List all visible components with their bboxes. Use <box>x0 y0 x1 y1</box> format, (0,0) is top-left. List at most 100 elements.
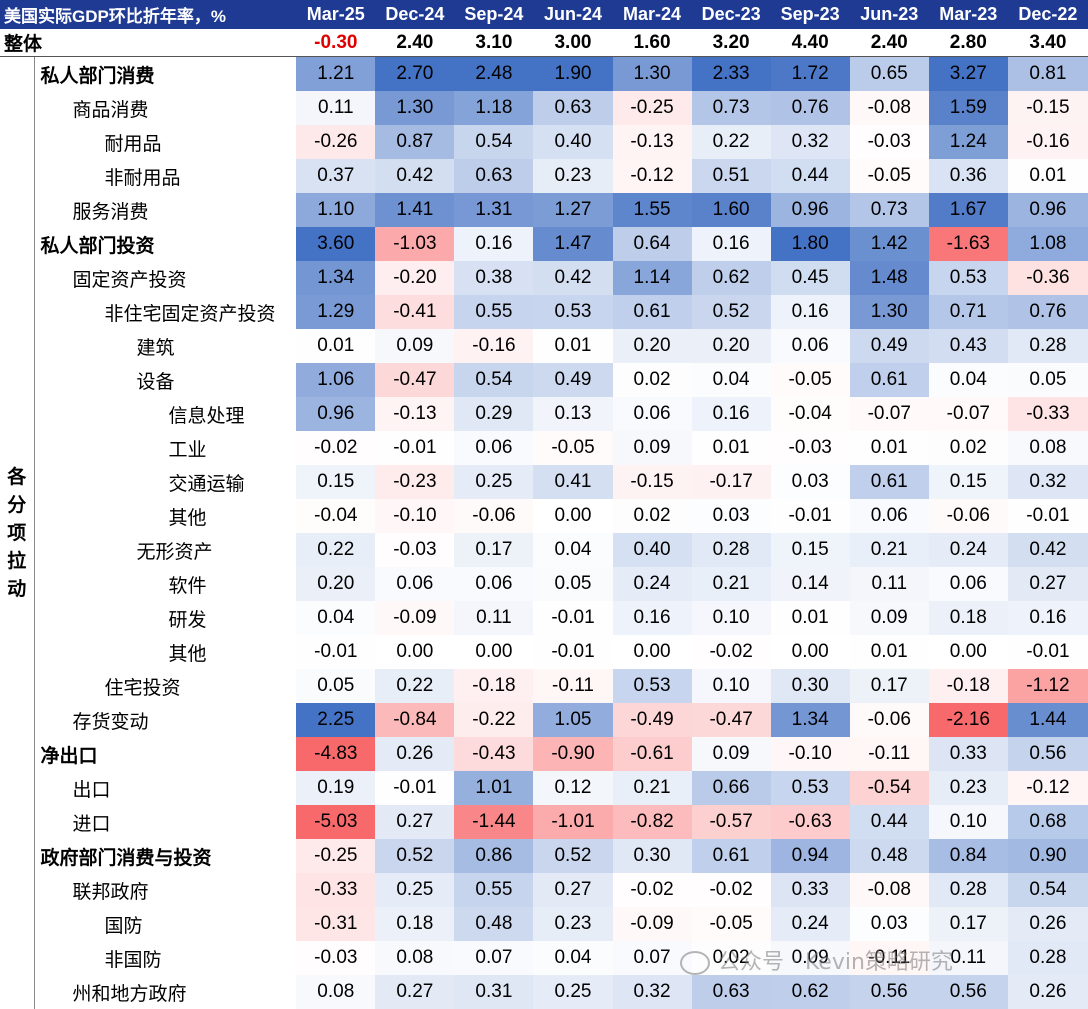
value-cell: -0.05 <box>771 363 850 397</box>
value-cell: 0.06 <box>454 431 533 465</box>
value-cell: 0.02 <box>692 941 771 975</box>
value-cell: -5.03 <box>296 805 375 839</box>
period-header: Jun-24 <box>533 0 612 29</box>
value-cell: 2.25 <box>296 703 375 737</box>
value-cell: 0.96 <box>1008 193 1088 227</box>
value-cell: 0.20 <box>296 567 375 601</box>
value-cell: 0.00 <box>929 635 1008 669</box>
value-cell: 0.26 <box>1008 907 1088 941</box>
value-cell: -0.05 <box>850 159 929 193</box>
value-cell: 1.30 <box>613 57 692 92</box>
value-cell: 0.03 <box>771 465 850 499</box>
value-cell: 0.65 <box>850 57 929 92</box>
total-value: 3.00 <box>533 29 612 57</box>
period-header: Sep-23 <box>771 0 850 29</box>
value-cell: 0.96 <box>296 397 375 431</box>
value-cell: -0.04 <box>296 499 375 533</box>
value-cell: -0.02 <box>692 873 771 907</box>
period-header: Dec-22 <box>1008 0 1088 29</box>
period-header: Mar-25 <box>296 0 375 29</box>
value-cell: 0.87 <box>375 125 454 159</box>
value-cell: 0.55 <box>454 295 533 329</box>
value-cell: 0.22 <box>296 533 375 567</box>
value-cell: -0.02 <box>613 873 692 907</box>
value-cell: 0.06 <box>771 329 850 363</box>
value-cell: -0.17 <box>692 465 771 499</box>
value-cell: 0.94 <box>771 839 850 873</box>
value-cell: -0.10 <box>375 499 454 533</box>
row-label: 联邦政府 <box>34 873 296 907</box>
value-cell: 0.90 <box>1008 839 1088 873</box>
value-cell: 0.29 <box>454 397 533 431</box>
value-cell: 0.54 <box>1008 873 1088 907</box>
value-cell: 0.48 <box>454 907 533 941</box>
total-value: 3.10 <box>454 29 533 57</box>
value-cell: 0.26 <box>1008 975 1088 1009</box>
value-cell: 0.61 <box>613 295 692 329</box>
value-cell: 0.55 <box>454 873 533 907</box>
value-cell: 0.04 <box>692 363 771 397</box>
value-cell: 0.08 <box>1008 431 1088 465</box>
value-cell: 0.44 <box>850 805 929 839</box>
value-cell: 1.44 <box>1008 703 1088 737</box>
value-cell: 0.28 <box>692 533 771 567</box>
value-cell: -0.36 <box>1008 261 1088 295</box>
value-cell: 0.00 <box>533 499 612 533</box>
value-cell: -1.01 <box>533 805 612 839</box>
value-cell: -4.83 <box>296 737 375 771</box>
value-cell: 1.01 <box>454 771 533 805</box>
value-cell: -0.63 <box>771 805 850 839</box>
value-cell: -0.07 <box>850 397 929 431</box>
value-cell: 0.10 <box>692 601 771 635</box>
value-cell: 3.27 <box>929 57 1008 92</box>
value-cell: -0.06 <box>929 499 1008 533</box>
value-cell: -0.61 <box>613 737 692 771</box>
value-cell: 0.76 <box>1008 295 1088 329</box>
value-cell: 0.48 <box>850 839 929 873</box>
value-cell: -0.02 <box>692 635 771 669</box>
value-cell: 0.27 <box>533 873 612 907</box>
value-cell: 0.01 <box>771 601 850 635</box>
value-cell: 0.01 <box>850 635 929 669</box>
value-cell: 0.71 <box>929 295 1008 329</box>
value-cell: 0.00 <box>375 635 454 669</box>
value-cell: -0.01 <box>296 635 375 669</box>
value-cell: 0.76 <box>771 91 850 125</box>
value-cell: 0.08 <box>375 941 454 975</box>
value-cell: -1.03 <box>375 227 454 261</box>
value-cell: 0.52 <box>533 839 612 873</box>
total-value: 3.20 <box>692 29 771 57</box>
value-cell: -0.01 <box>375 431 454 465</box>
row-label: 服务消费 <box>34 193 296 227</box>
value-cell: 0.42 <box>1008 533 1088 567</box>
value-cell: 1.24 <box>929 125 1008 159</box>
value-cell: 1.21 <box>296 57 375 92</box>
value-cell: 1.06 <box>296 363 375 397</box>
value-cell: -0.13 <box>613 125 692 159</box>
value-cell: 0.19 <box>296 771 375 805</box>
value-cell: 0.52 <box>375 839 454 873</box>
value-cell: 0.73 <box>850 193 929 227</box>
value-cell: -0.11 <box>850 737 929 771</box>
total-value: 2.80 <box>929 29 1008 57</box>
value-cell: 0.24 <box>929 533 1008 567</box>
value-cell: -0.90 <box>533 737 612 771</box>
value-cell: 0.01 <box>296 329 375 363</box>
value-cell: 0.22 <box>375 669 454 703</box>
value-cell: 0.41 <box>533 465 612 499</box>
value-cell: 0.01 <box>533 329 612 363</box>
value-cell: 1.05 <box>533 703 612 737</box>
value-cell: 0.53 <box>929 261 1008 295</box>
value-cell: 0.17 <box>850 669 929 703</box>
row-label: 商品消费 <box>34 91 296 125</box>
value-cell: 0.51 <box>692 159 771 193</box>
period-header: Mar-24 <box>613 0 692 29</box>
value-cell: -0.18 <box>929 669 1008 703</box>
